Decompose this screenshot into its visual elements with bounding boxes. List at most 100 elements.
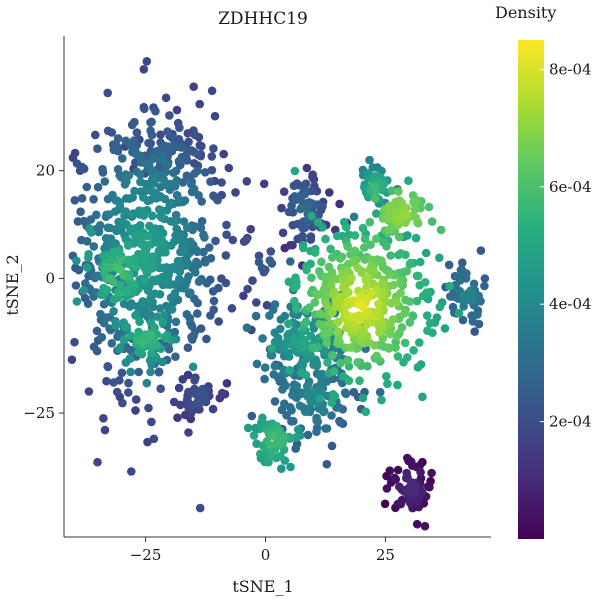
scatter-point bbox=[365, 155, 374, 165]
scatter-point bbox=[330, 391, 340, 401]
scatter-point bbox=[372, 351, 381, 361]
scatter-point bbox=[416, 257, 425, 267]
scatter-point bbox=[132, 224, 141, 234]
scatter-point bbox=[87, 228, 96, 237]
scatter-point bbox=[341, 222, 351, 232]
scatter-point bbox=[150, 289, 160, 299]
scatter-point bbox=[458, 315, 468, 325]
scatter-point bbox=[227, 304, 237, 313]
scatter-point bbox=[146, 296, 156, 305]
scatter-point bbox=[140, 277, 150, 287]
scatter-point bbox=[179, 238, 188, 247]
scatter-point bbox=[404, 456, 413, 466]
scatter-point bbox=[421, 248, 431, 258]
scatter-point bbox=[160, 180, 170, 190]
scatter-point bbox=[132, 128, 142, 137]
scatter-point bbox=[207, 86, 217, 96]
scatter-point bbox=[77, 194, 87, 203]
scatter-point bbox=[306, 259, 315, 269]
scatter-point bbox=[403, 486, 412, 496]
scatter-point bbox=[322, 299, 331, 309]
scatter-point bbox=[193, 398, 202, 407]
scatter-point bbox=[404, 176, 413, 185]
scatter-point bbox=[377, 395, 386, 405]
scatter-point bbox=[98, 164, 107, 174]
scatter-point bbox=[317, 257, 326, 267]
scatter-point bbox=[286, 257, 295, 266]
scatter-point bbox=[310, 298, 320, 307]
scatter-point bbox=[102, 313, 111, 322]
scatter-point bbox=[270, 397, 280, 406]
scatter-point bbox=[416, 467, 425, 477]
scatter-point bbox=[369, 266, 378, 275]
scatter-point bbox=[190, 169, 199, 178]
x-tick-label: 25 bbox=[376, 546, 395, 564]
scatter-point bbox=[370, 182, 380, 191]
scatter-point bbox=[360, 255, 370, 264]
scatter-point bbox=[328, 351, 337, 360]
scatter-point bbox=[243, 284, 252, 294]
scatter-point bbox=[355, 292, 365, 302]
scatter-point bbox=[327, 268, 337, 277]
scatter-point bbox=[190, 376, 199, 385]
scatter-point bbox=[350, 246, 360, 256]
scatter-point bbox=[340, 388, 350, 397]
scatter-point bbox=[138, 297, 147, 306]
scatter-point bbox=[265, 311, 274, 320]
colorbar-gradient bbox=[518, 40, 544, 539]
scatter-point bbox=[258, 334, 267, 343]
scatter-point bbox=[322, 459, 332, 469]
scatter-point bbox=[270, 361, 280, 371]
scatter-point bbox=[160, 332, 170, 342]
scatter-point bbox=[131, 406, 140, 415]
scatter-point bbox=[290, 166, 300, 176]
scatter-point bbox=[149, 434, 159, 444]
scatter-point bbox=[221, 251, 231, 260]
scatter-point bbox=[284, 277, 294, 287]
scatter-point bbox=[252, 359, 262, 369]
scatter-point bbox=[248, 276, 257, 285]
scatter-point bbox=[123, 241, 133, 250]
scatter-point bbox=[179, 284, 188, 293]
scatter-point bbox=[107, 339, 117, 348]
scatter-point bbox=[160, 311, 169, 320]
scatter-point bbox=[131, 311, 140, 320]
scatter-point bbox=[206, 177, 215, 186]
scatter-point bbox=[349, 387, 359, 397]
scatter-point bbox=[93, 144, 102, 153]
scatter-point bbox=[467, 292, 477, 301]
scatter-point bbox=[222, 379, 232, 388]
scatter-point bbox=[414, 497, 424, 506]
scatter-point bbox=[148, 275, 158, 285]
scatter-point bbox=[189, 147, 199, 157]
scatter-point bbox=[154, 367, 164, 377]
scatter-point bbox=[113, 287, 123, 297]
scatter-point bbox=[224, 163, 234, 173]
scatter-point bbox=[202, 334, 211, 344]
scatter-point bbox=[197, 141, 206, 151]
y-tick-label: 20 bbox=[36, 162, 55, 180]
scatter-point bbox=[420, 278, 430, 287]
scatter-point bbox=[249, 431, 259, 440]
scatter-point bbox=[254, 251, 264, 261]
scatter-point bbox=[120, 180, 130, 189]
scatter-point bbox=[424, 202, 434, 212]
scatter-point bbox=[411, 213, 420, 222]
scatter-point bbox=[436, 225, 446, 235]
scatter-point bbox=[241, 235, 251, 245]
scatter-point bbox=[207, 152, 217, 161]
scatter-point bbox=[312, 416, 321, 425]
scatter-point bbox=[266, 451, 276, 460]
scatter-point bbox=[372, 234, 381, 243]
scatter-point bbox=[308, 388, 318, 398]
scatter-point bbox=[416, 490, 425, 499]
scatter-point bbox=[266, 247, 276, 256]
scatter-point bbox=[363, 361, 372, 371]
scatter-point bbox=[327, 411, 336, 420]
scatter-point bbox=[182, 310, 192, 319]
scatter-point bbox=[82, 182, 92, 192]
scatter-point bbox=[209, 144, 218, 153]
scatter-point bbox=[207, 165, 217, 175]
scatter-point bbox=[100, 177, 110, 186]
scatter-point bbox=[82, 237, 92, 246]
